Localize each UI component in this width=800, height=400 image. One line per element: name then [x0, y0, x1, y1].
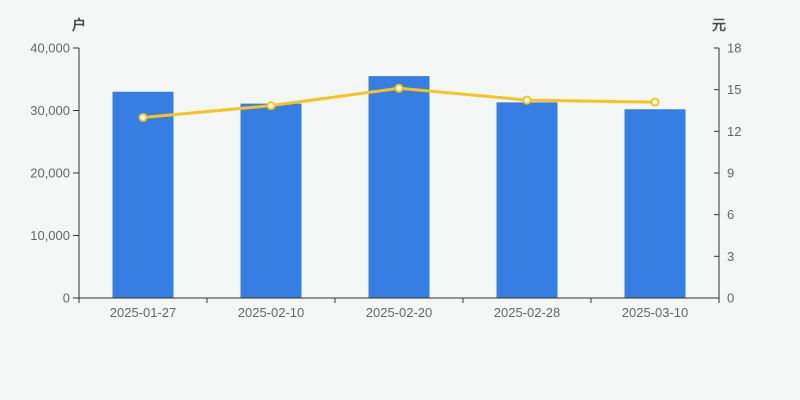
x-axis-category-label: 2025-02-10 — [238, 305, 305, 320]
line-point-2025-02-20[interactable] — [394, 83, 404, 93]
left-axis-tick-label: 10,000 — [30, 228, 70, 243]
right-axis-tick-label: 12 — [727, 124, 741, 139]
bar-2025-01-27[interactable] — [112, 91, 174, 298]
bar-2025-02-20[interactable] — [368, 76, 430, 298]
x-axis-category-label: 2025-03-10 — [622, 305, 689, 320]
left-axis-tick-label: 30,000 — [30, 103, 70, 118]
left-axis-title: 户 — [72, 17, 86, 33]
right-axis-tick-label: 0 — [727, 291, 734, 306]
left-axis-tick-label: 40,000 — [30, 41, 70, 56]
bar-2025-02-10[interactable] — [240, 103, 302, 298]
right-axis-tick-label: 9 — [727, 166, 734, 181]
right-axis-tick-label: 18 — [727, 41, 741, 56]
line-point-2025-01-27[interactable] — [138, 112, 148, 122]
right-axis-title: 元 — [712, 17, 726, 33]
right-axis-tick-label: 15 — [727, 82, 741, 97]
x-axis-category-label: 2025-01-27 — [110, 305, 177, 320]
x-axis-category-label: 2025-02-28 — [494, 305, 561, 320]
line-point-2025-02-10[interactable] — [266, 101, 276, 111]
bar-2025-02-28[interactable] — [496, 102, 558, 298]
right-axis-tick-label: 6 — [727, 207, 734, 222]
line-point-2025-02-28[interactable] — [522, 95, 532, 105]
line-point-2025-03-10[interactable] — [650, 97, 660, 107]
right-axis-tick-label: 3 — [727, 249, 734, 264]
left-axis-tick-label: 20,000 — [30, 166, 70, 181]
x-axis-category-label: 2025-02-20 — [366, 305, 433, 320]
left-axis-tick-label: 0 — [63, 291, 70, 306]
bar-2025-03-10[interactable] — [624, 109, 686, 298]
